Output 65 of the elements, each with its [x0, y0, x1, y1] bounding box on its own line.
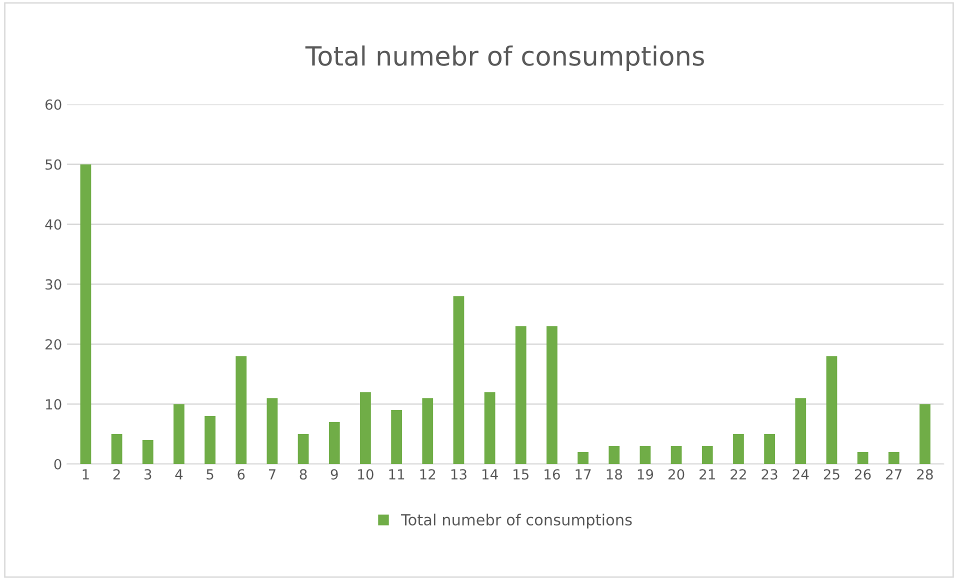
bar — [920, 404, 930, 464]
bar — [670, 446, 682, 464]
x-tick-label: 25 — [824, 469, 840, 480]
bar — [546, 326, 558, 464]
bar — [422, 398, 434, 464]
chart-title: Total numebr of consumptions — [305, 45, 704, 71]
bar — [453, 296, 464, 464]
x-tick-label: 21 — [700, 469, 715, 480]
bar — [764, 434, 775, 464]
bar — [204, 416, 216, 464]
x-tick-label: 12 — [420, 469, 436, 480]
legend-label: Total numebr of consumptions — [401, 514, 632, 528]
bar — [733, 434, 744, 464]
y-tick-label: 20 — [46, 339, 62, 350]
bar — [391, 410, 402, 464]
y-tick-label: 60 — [45, 99, 62, 110]
x-tick-label: 1 — [82, 469, 89, 480]
bar — [111, 434, 122, 464]
x-tick-label: 9 — [330, 469, 338, 480]
bar — [640, 446, 651, 464]
x-tick-label: 14 — [482, 469, 498, 480]
y-tick-label: 10 — [46, 399, 62, 410]
bar — [328, 422, 340, 464]
x-tick-label: 27 — [886, 469, 902, 480]
x-tick-label: 28 — [917, 469, 933, 480]
x-tick-label: 18 — [606, 469, 622, 480]
x-tick-label: 7 — [268, 469, 276, 480]
bar — [826, 356, 838, 464]
x-tick-label: 11 — [389, 469, 404, 480]
bar — [795, 398, 806, 464]
bar — [515, 326, 526, 464]
x-tick-label: 19 — [638, 469, 654, 480]
bar — [174, 404, 184, 464]
x-tick-label: 2 — [113, 469, 120, 480]
y-tick-label: 0 — [54, 458, 62, 470]
bar — [266, 398, 278, 464]
bar — [142, 440, 154, 464]
y-tick-label: 40 — [45, 219, 62, 230]
bar — [702, 446, 713, 464]
x-tick-label: 24 — [792, 469, 809, 480]
x-tick-label: 8 — [300, 469, 307, 480]
x-tick-label: 10 — [358, 469, 374, 480]
y-tick-label: 50 — [46, 159, 62, 170]
x-tick-label: 16 — [544, 469, 560, 480]
x-tick-label: 5 — [206, 469, 214, 480]
bar — [236, 356, 247, 464]
bar — [608, 446, 620, 464]
x-tick-label: 20 — [668, 469, 684, 480]
bar — [484, 392, 496, 464]
bar — [888, 452, 900, 464]
x-tick-label: 4 — [175, 469, 183, 480]
x-tick-label: 22 — [730, 469, 746, 480]
bar — [298, 434, 309, 464]
x-tick-label: 17 — [576, 469, 591, 480]
bar — [578, 452, 588, 464]
x-tick-label: 23 — [762, 469, 778, 480]
bar — [80, 164, 92, 464]
y-tick-label: 30 — [46, 279, 62, 290]
x-tick-label: 3 — [144, 469, 152, 480]
bar — [360, 392, 371, 464]
x-tick-label: 15 — [514, 469, 529, 480]
x-tick-label: 26 — [854, 469, 871, 480]
bar — [857, 452, 868, 464]
x-tick-label: 13 — [451, 469, 466, 480]
x-tick-label: 6 — [238, 469, 245, 480]
